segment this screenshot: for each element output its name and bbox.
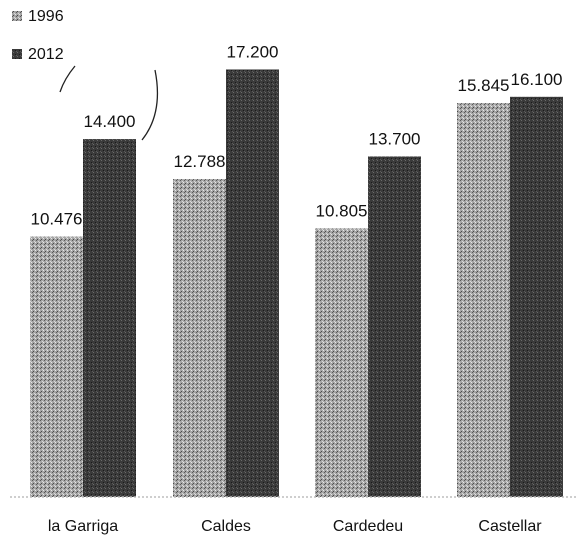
legend-swatch bbox=[12, 49, 22, 59]
data-label: 15.845 bbox=[458, 76, 510, 95]
data-labels-group: 10.476 14.400 12.788 17.200 10.805 13.700 15.8… bbox=[31, 42, 563, 228]
pen-mark bbox=[141, 69, 159, 141]
bar-1996-caldes bbox=[173, 179, 226, 497]
data-label: 17.200 bbox=[227, 42, 279, 61]
bar-1996-la-garriga bbox=[30, 236, 83, 498]
data-label: 10.476 bbox=[31, 210, 83, 229]
bar-2012-la-garriga bbox=[83, 139, 136, 498]
legend-label: 2012 bbox=[28, 46, 64, 63]
data-label: 14.400 bbox=[84, 112, 136, 131]
legend-label: 1996 bbox=[28, 8, 64, 25]
bar-1996-cardedeu bbox=[315, 228, 368, 497]
pen-mark bbox=[59, 65, 76, 93]
bar-2012-caldes bbox=[226, 69, 279, 497]
bars-group bbox=[30, 69, 563, 498]
data-label: 12.788 bbox=[174, 152, 226, 171]
data-label: 16.100 bbox=[511, 70, 563, 89]
data-label: 13.700 bbox=[369, 129, 421, 148]
category-label: Cardedeu bbox=[333, 518, 403, 535]
bar-2012-cardedeu bbox=[368, 156, 421, 497]
category-label: la Garriga bbox=[48, 518, 118, 535]
category-labels-group: la Garriga Caldes Cardedeu Castellar bbox=[48, 518, 542, 535]
category-label: Caldes bbox=[201, 518, 251, 535]
bar-1996-castellar bbox=[457, 103, 510, 497]
legend: 1996 2012 bbox=[12, 8, 64, 63]
data-label: 10.805 bbox=[316, 201, 368, 220]
legend-swatch bbox=[12, 11, 22, 21]
category-label: Castellar bbox=[478, 518, 542, 535]
bar-2012-castellar bbox=[510, 96, 563, 498]
